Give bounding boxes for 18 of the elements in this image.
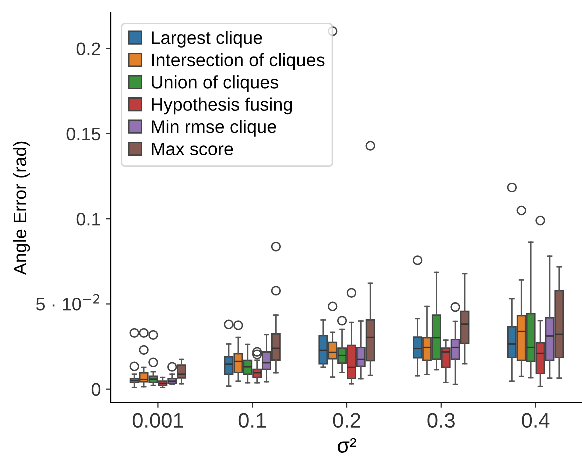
x-tick-label: 0.1 xyxy=(238,413,266,428)
legend-label: Hypothesis fusing xyxy=(152,98,292,115)
y-tick-label: 5 · 10$^{−2}$ xyxy=(36,294,100,311)
x-tick-label: 0.3 xyxy=(428,413,455,428)
legend-label: Max score xyxy=(152,142,234,156)
y-axis-title: Angle Error (rad) xyxy=(13,142,30,276)
x-tick-label: 0.2 xyxy=(333,413,360,428)
y-tick-label: 0 xyxy=(92,383,101,396)
legend-label: Min rmse clique xyxy=(152,120,276,137)
legend-label: Intersection of cliques xyxy=(152,53,325,70)
y-tick-label: 0.1 xyxy=(76,213,100,226)
x-axis-title: σ² xyxy=(338,438,356,453)
y-tick-label: 0.2 xyxy=(76,42,100,56)
legend-label: Largest clique xyxy=(152,31,262,48)
x-tick-label: 0.001 xyxy=(132,413,184,428)
legend-label: Union of cliques xyxy=(152,76,279,92)
x-tick-label: 0.4 xyxy=(522,413,550,428)
y-tick-label: 0.15 xyxy=(66,128,101,141)
